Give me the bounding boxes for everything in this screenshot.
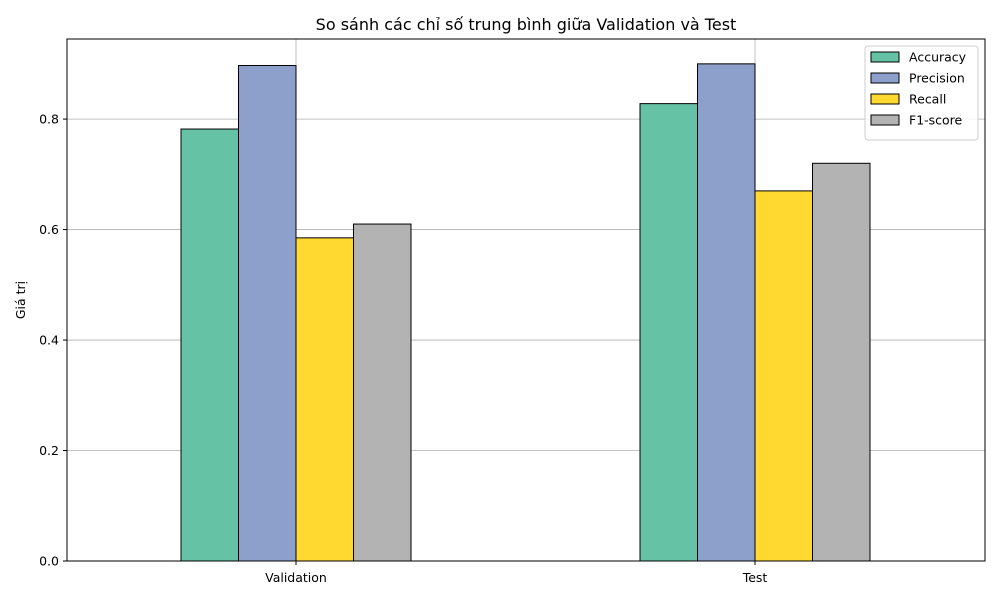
legend-swatch (870, 93, 900, 105)
bar-recall-validation (295, 237, 354, 562)
x-tick-label: Validation (265, 570, 327, 585)
x-axis-ticks: Validation Test (265, 561, 767, 585)
legend-swatch (870, 51, 900, 63)
plot-frame (66, 38, 986, 562)
y-tick-label: 0.8 (39, 112, 59, 127)
y-axis-label: Giá trị (13, 281, 28, 319)
legend-label: Accuracy (909, 50, 967, 65)
bar-precision-validation (238, 65, 297, 562)
y-axis-ticks: 0.0 0.2 0.4 0.6 0.8 (39, 112, 67, 569)
y-tick-label: 0.6 (39, 222, 59, 237)
chart-title: So sánh các chỉ số trung bình giữa Valid… (316, 15, 737, 34)
bar-recall-test (754, 190, 813, 562)
legend-swatch (870, 72, 900, 84)
y-tick-label: 0.4 (39, 333, 59, 348)
bar-accuracy-validation (180, 128, 239, 562)
legend-label: Recall (909, 92, 946, 107)
legend-label: F1-score (909, 113, 963, 128)
x-tick-label: Test (742, 570, 768, 585)
bar-precision-test (697, 63, 756, 562)
bars (180, 63, 871, 562)
legend: Accuracy Precision Recall F1-score (864, 45, 979, 141)
y-tick-label: 0.2 (39, 443, 59, 458)
bar-f1-score-validation (353, 223, 412, 562)
y-tick-label: 0.0 (39, 554, 59, 569)
legend-swatch (870, 114, 900, 126)
legend-label: Precision (909, 71, 965, 86)
bar-f1-score-test (812, 162, 871, 562)
bar-accuracy-test (639, 103, 698, 562)
